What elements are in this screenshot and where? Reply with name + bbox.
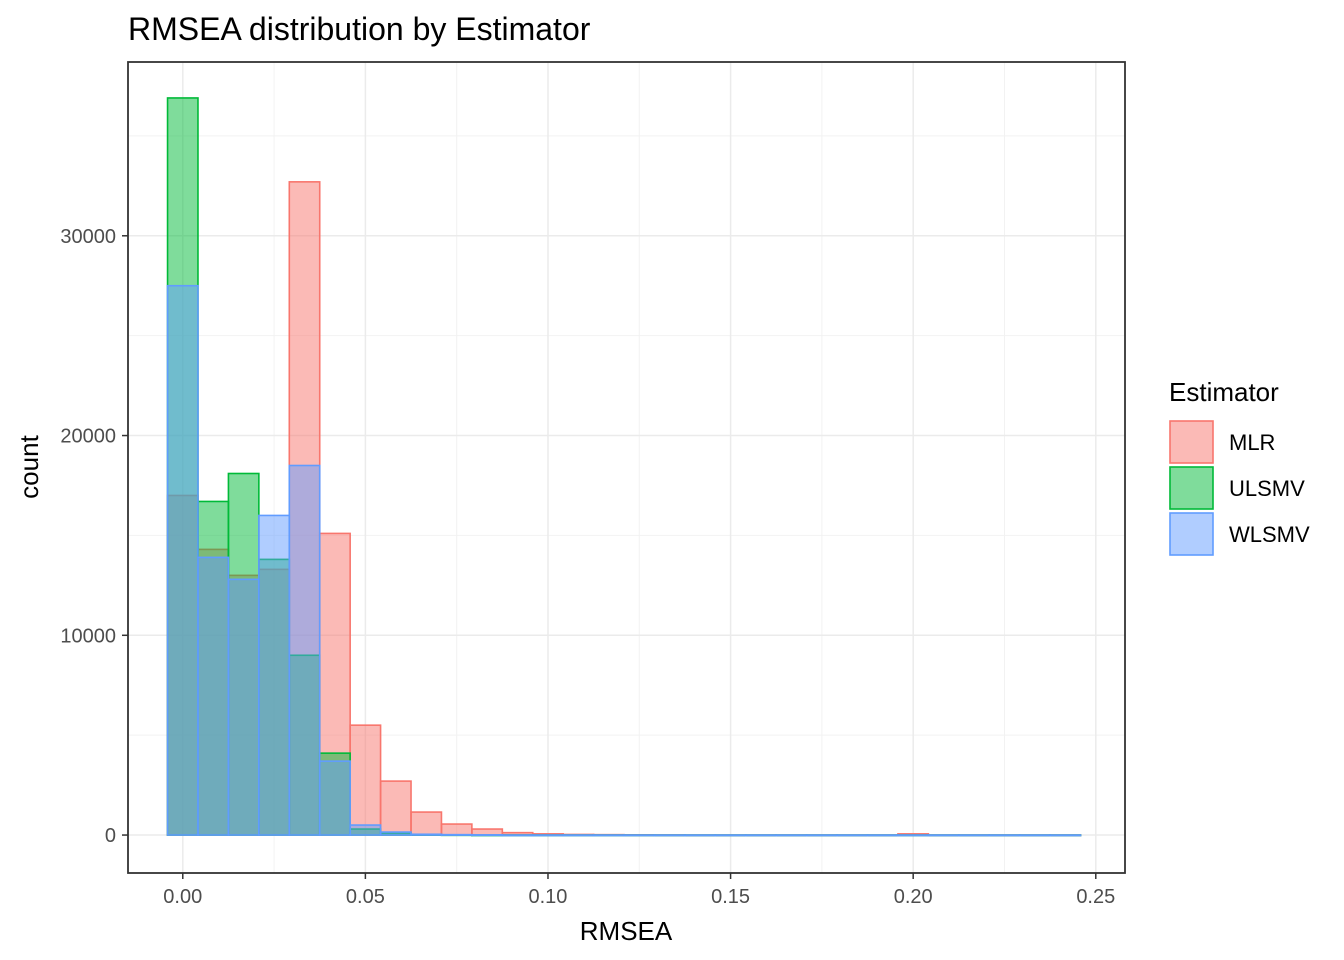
chart-title: RMSEA distribution by Estimator [128, 11, 591, 47]
panel-border [127, 61, 1126, 874]
bar-wlsmv [714, 834, 747, 837]
bar-wlsmv [1049, 834, 1082, 837]
y-tick-label: 0 [105, 825, 116, 847]
bar-wlsmv [349, 824, 382, 836]
bar-wlsmv [227, 578, 260, 836]
bar-wlsmv [653, 834, 686, 837]
y-tick-label: 10000 [60, 625, 116, 647]
legend-label-wlsmv: WLSMV [1229, 522, 1310, 547]
bar-mlr [349, 724, 382, 836]
bar-wlsmv [775, 834, 808, 837]
bar-wlsmv [866, 834, 899, 837]
bars [166, 97, 1082, 837]
x-tick-label: 0.10 [529, 886, 568, 908]
legend: Estimator MLR ULSMV WLSMV [1169, 377, 1310, 556]
legend-label-ulsmv: ULSMV [1229, 476, 1305, 501]
bar-wlsmv [562, 834, 595, 837]
y-axis: 0 10000 20000 30000 [60, 226, 128, 847]
bar-wlsmv [197, 556, 230, 836]
x-axis-title: RMSEA [580, 916, 673, 946]
bar-wlsmv [531, 834, 564, 837]
x-tick-label: 0.15 [711, 886, 750, 908]
bar-wlsmv [836, 834, 869, 837]
bar-wlsmv [166, 284, 199, 836]
legend-title: Estimator [1169, 377, 1279, 407]
x-tick-label: 0.00 [163, 886, 202, 908]
bar-wlsmv [288, 464, 321, 836]
y-tick-label: 20000 [60, 426, 116, 448]
bar-wlsmv [258, 514, 291, 836]
bar-wlsmv [501, 834, 534, 837]
legend-label-mlr: MLR [1229, 430, 1275, 455]
legend-swatch-mlr [1169, 420, 1214, 464]
bar-wlsmv [471, 834, 504, 837]
bar-wlsmv [805, 834, 838, 837]
y-tick-label: 30000 [60, 226, 116, 248]
legend-swatch-wlsmv [1169, 512, 1214, 556]
bar-wlsmv [745, 834, 778, 837]
bar-wlsmv [440, 833, 473, 836]
bar-wlsmv [897, 834, 930, 837]
bar-wlsmv [623, 834, 656, 837]
bar-wlsmv [988, 834, 1021, 837]
bar-wlsmv [592, 834, 625, 837]
bar-wlsmv [684, 834, 717, 837]
x-tick-label: 0.05 [346, 886, 385, 908]
x-axis: 0.00 0.05 0.10 0.15 0.20 0.25 [163, 873, 1115, 908]
bar-wlsmv [958, 834, 991, 837]
bar-mlr [410, 811, 443, 836]
y-axis-title: count [14, 434, 44, 498]
bar-wlsmv [927, 834, 960, 837]
bar-wlsmv [1018, 834, 1051, 837]
bar-mlr [379, 780, 412, 836]
bar-mlr [440, 823, 473, 836]
bar-wlsmv [410, 833, 443, 836]
x-tick-label: 0.20 [894, 886, 933, 908]
bar-wlsmv [318, 760, 351, 836]
bar-wlsmv [379, 831, 412, 836]
legend-swatch-ulsmv [1169, 466, 1214, 510]
x-tick-label: 0.25 [1076, 886, 1115, 908]
